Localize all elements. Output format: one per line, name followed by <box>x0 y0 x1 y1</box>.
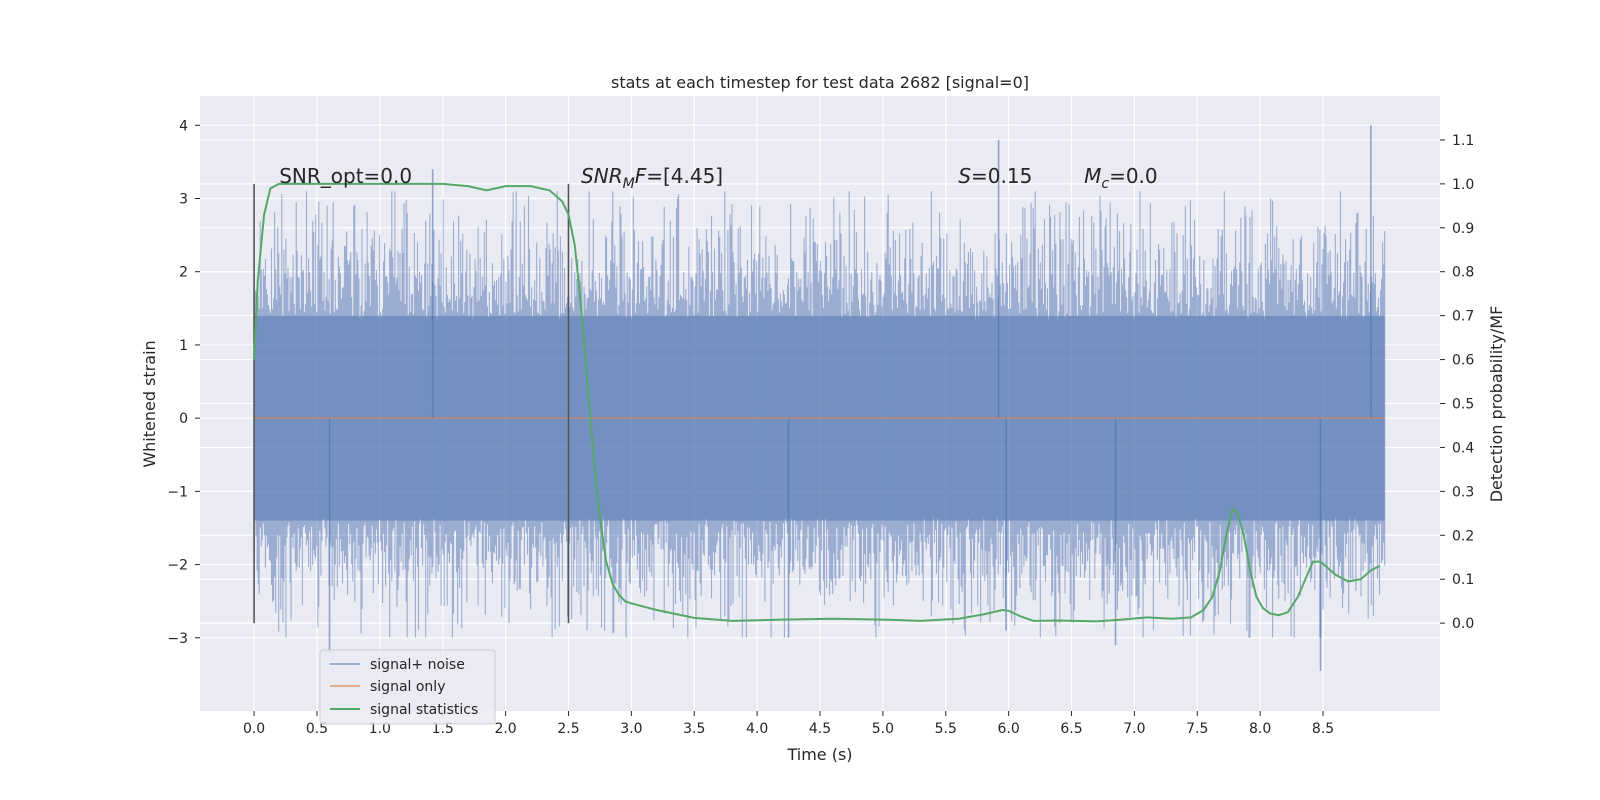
x-tick-label-9: 4.5 <box>809 721 831 737</box>
y-tick-label-6: −2 <box>167 558 188 574</box>
x-tick-label-17: 8.5 <box>1312 721 1334 737</box>
y2-tick-label-1: 1.0 <box>1452 177 1474 193</box>
legend-label-signal: signal only <box>370 679 445 695</box>
y2-axis-label: Detection probability/MF <box>1487 306 1506 503</box>
x-tick-label-11: 5.5 <box>935 721 957 737</box>
x-tick-label-3: 1.5 <box>432 721 454 737</box>
annotation-snr-mf: SNRMF=[4.45] <box>581 164 723 192</box>
y2-tick-label-7: 0.4 <box>1452 440 1474 456</box>
y2-axis-ticks: 1.1 1.0 0.9 0.8 0.7 0.6 0.5 0.4 0.3 0.2 0.1 0.0 <box>1440 133 1474 632</box>
y-tick-label-2: 2 <box>179 265 188 281</box>
y2-tick-label-4: 0.7 <box>1452 309 1474 325</box>
signal-statistics-line <box>253 182 1381 623</box>
legend-box <box>319 649 496 725</box>
x-tick-label-1: 0.5 <box>306 721 328 737</box>
x-axis-label: Time (s) <box>786 745 852 764</box>
annotations: SNR_opt=0.0 SNRMF=[4.45] S=0.15 Mc=0.0 <box>279 164 1157 192</box>
x-tick-label-0: 0.0 <box>243 721 265 737</box>
y2-tick-label-10: 0.1 <box>1452 572 1474 588</box>
x-tick-label-5: 2.5 <box>557 721 579 737</box>
y2-tick-label-11: 0.0 <box>1452 616 1474 632</box>
vertical-markers <box>253 183 570 624</box>
x-tick-label-10: 5.0 <box>872 721 894 737</box>
x-tick-label-7: 3.5 <box>683 721 705 737</box>
x-tick-label-4: 2.0 <box>494 721 516 737</box>
chart-title: stats at each timestep for test data 268… <box>611 73 1029 92</box>
y2-tick-label-6: 0.5 <box>1452 397 1474 413</box>
y2-tick-label-9: 0.2 <box>1452 528 1474 544</box>
x-tick-label-14: 7.0 <box>1123 721 1145 737</box>
y-axis-ticks: 4 3 2 1 0 −1 −2 −3 <box>167 118 200 647</box>
annotation-snr-opt: SNR_opt=0.0 <box>279 164 412 188</box>
signal-statistics-series <box>253 182 1381 623</box>
y2-tick-label-5: 0.6 <box>1452 353 1474 369</box>
y2-tick-label-3: 0.8 <box>1452 265 1474 281</box>
x-tick-label-12: 6.0 <box>998 721 1020 737</box>
y-tick-label-7: −3 <box>167 631 188 647</box>
y2-tick-label-2: 0.9 <box>1452 221 1474 237</box>
y-tick-label-5: −1 <box>167 484 188 500</box>
legend-label-noise: signal+ noise <box>370 657 465 673</box>
x-tick-label-13: 6.5 <box>1060 721 1082 737</box>
x-axis-ticks: 0.0 0.5 1.0 1.5 2.0 2.5 3.0 3.5 4.0 4.5 5.0 5.5 6.0 6… <box>243 711 1334 737</box>
y-tick-label-1: 3 <box>179 192 188 208</box>
annotation-s: S=0.15 <box>958 164 1032 188</box>
y-tick-label-3: 1 <box>179 338 188 354</box>
y2-tick-label-8: 0.3 <box>1452 484 1474 500</box>
y2-tick-label-0: 1.1 <box>1452 133 1474 149</box>
x-tick-label-2: 1.0 <box>369 721 391 737</box>
x-tick-label-16: 8.0 <box>1249 721 1271 737</box>
y-tick-label-0: 4 <box>179 118 188 134</box>
x-tick-label-6: 3.0 <box>620 721 642 737</box>
y-tick-label-4: 0 <box>179 411 188 427</box>
annotation-mc: Mc=0.0 <box>1084 164 1158 192</box>
x-tick-label-8: 4.0 <box>746 721 768 737</box>
x-tick-label-15: 7.5 <box>1186 721 1208 737</box>
y-axis-label: Whitened strain <box>140 340 159 467</box>
legend-label-stats: signal statistics <box>370 702 478 718</box>
legend: signal+ noise signal only signal statist… <box>319 649 496 725</box>
